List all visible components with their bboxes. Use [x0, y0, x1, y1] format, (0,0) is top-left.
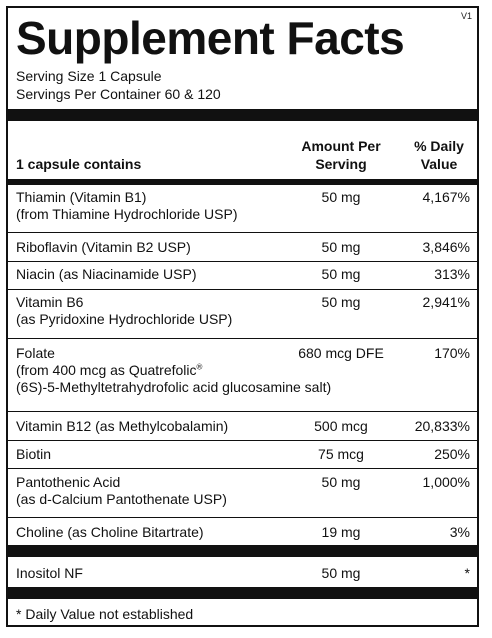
version-label: V1	[460, 11, 472, 21]
nutrient-amount: 50 mg	[321, 474, 361, 490]
nutrient-daily-value: *	[464, 565, 470, 581]
nutrient-label: Vitamin B12 (as Methylcobalamin)	[16, 418, 229, 434]
header-daily-value: % Daily Value	[400, 137, 478, 173]
nutrient-daily-value: 3,846%	[422, 239, 470, 255]
thick-divider	[8, 545, 477, 557]
footnote: * Daily Value not established	[16, 606, 194, 622]
serving-size: Serving Size 1 Capsule	[16, 68, 162, 84]
thick-divider	[8, 109, 477, 121]
nutrient-label: Inositol NF	[16, 565, 83, 581]
nutrient-amount: 500 mcg	[314, 418, 368, 434]
nutrient-daily-value: 313%	[434, 266, 470, 282]
row-divider	[8, 440, 477, 441]
row-divider	[8, 411, 477, 412]
nutrient-source-text: (from 400 mcg as Quatrefolic	[16, 362, 197, 378]
nutrient-name: Thiamin (Vitamin B1) (from Thiamine Hydr…	[16, 189, 237, 223]
nutrient-source: (from 400 mcg as Quatrefolic®	[16, 362, 331, 379]
nutrient-source-detail: (6S)-5-Methyltetrahydrofolic acid glucos…	[16, 379, 332, 395]
registered-mark: ®	[196, 362, 203, 372]
thick-divider	[8, 587, 477, 599]
nutrient-source: (as Pyridoxine Hydrochloride USP)	[16, 311, 233, 327]
servings-per-container: Servings Per Container 60 & 120	[16, 86, 221, 102]
nutrient-amount: 50 mg	[321, 565, 361, 581]
nutrient-source: (from Thiamine Hydrochloride USP)	[16, 206, 238, 222]
row-divider	[8, 289, 477, 290]
nutrient-daily-value: 3%	[449, 524, 470, 540]
nutrient-daily-value: 170%	[434, 345, 470, 361]
header-amount-line2: Serving	[315, 156, 367, 172]
nutrient-amount: 19 mg	[321, 524, 361, 540]
nutrient-amount: 50 mg	[321, 189, 361, 205]
nutrient-label: Niacin (as Niacinamide USP)	[16, 266, 197, 282]
nutrient-label: Choline (as Choline Bitartrate)	[16, 524, 204, 540]
row-divider	[8, 468, 477, 469]
nutrient-daily-value: 20,833%	[414, 418, 470, 434]
row-divider	[8, 517, 477, 518]
nutrient-name: Inositol NF	[16, 565, 83, 582]
nutrient-name: Vitamin B6 (as Pyridoxine Hydrochloride …	[16, 294, 232, 328]
header-amount-line1: Amount Per	[301, 138, 381, 154]
nutrient-name: Biotin	[16, 446, 51, 463]
nutrient-daily-value: 250%	[434, 446, 470, 462]
nutrient-label: Riboflavin (Vitamin B2 USP)	[16, 239, 191, 255]
nutrient-name: Vitamin B12 (as Methylcobalamin)	[16, 418, 228, 435]
nutrient-amount: 75 mcg	[318, 446, 364, 462]
nutrient-label: Vitamin B6	[16, 294, 84, 310]
panel-title: Supplement Facts	[16, 12, 405, 64]
nutrient-amount: 680 mcg DFE	[298, 345, 384, 361]
nutrient-daily-value: 1,000%	[422, 474, 470, 490]
nutrient-name: Folate (from 400 mcg as Quatrefolic® (6S…	[16, 345, 331, 396]
header-dv-line1: % Daily	[414, 138, 464, 154]
nutrient-label: Pantothenic Acid	[16, 474, 121, 490]
supplement-facts-panel: V1 Supplement Facts Serving Size 1 Capsu…	[6, 6, 479, 627]
nutrient-amount: 50 mg	[321, 239, 361, 255]
row-divider	[8, 232, 477, 233]
nutrient-label: Thiamin (Vitamin B1)	[16, 189, 147, 205]
nutrient-amount: 50 mg	[321, 294, 361, 310]
header-dv-line2: Value	[420, 156, 458, 172]
row-divider	[8, 338, 477, 339]
nutrient-amount: 50 mg	[321, 266, 361, 282]
nutrient-name: Pantothenic Acid (as d-Calcium Pantothen…	[16, 474, 227, 508]
header-amount: Amount Per Serving	[286, 137, 396, 173]
nutrient-daily-value: 2,941%	[422, 294, 470, 310]
header-contains: 1 capsule contains	[16, 156, 142, 172]
nutrient-label: Biotin	[16, 446, 52, 462]
nutrient-label: Folate	[16, 345, 55, 361]
header-divider	[8, 179, 477, 185]
nutrient-name: Riboflavin (Vitamin B2 USP)	[16, 239, 191, 256]
nutrient-name: Choline (as Choline Bitartrate)	[16, 524, 204, 541]
nutrient-daily-value: 4,167%	[422, 189, 470, 205]
row-divider	[8, 261, 477, 262]
nutrient-source: (as d-Calcium Pantothenate USP)	[16, 491, 227, 507]
nutrient-name: Niacin (as Niacinamide USP)	[16, 266, 197, 283]
